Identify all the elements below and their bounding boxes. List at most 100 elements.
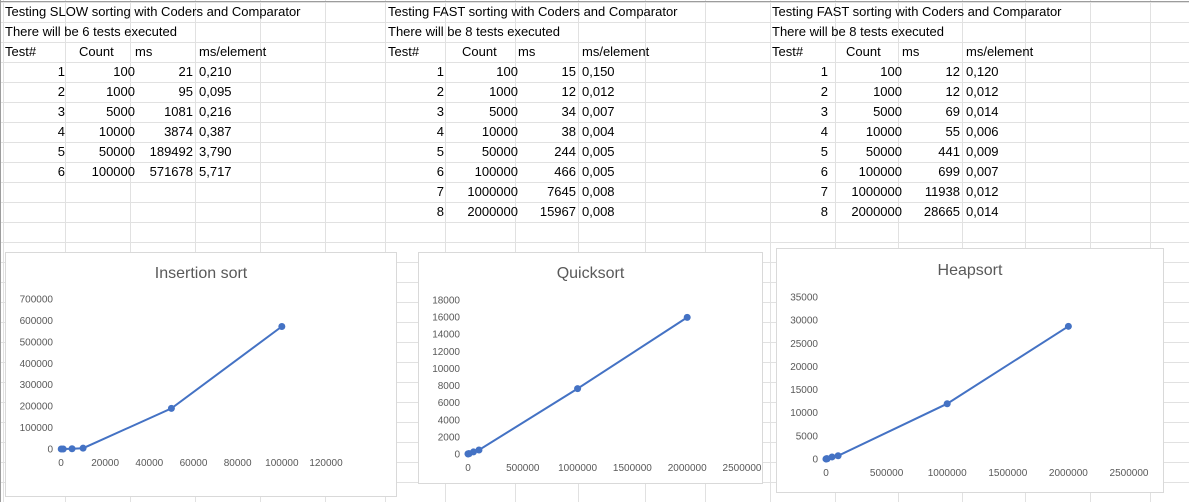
table-cell[interactable]: 0,004	[582, 124, 615, 139]
table-cell[interactable]: 38	[561, 124, 576, 139]
table-cell[interactable]: 3	[57, 104, 65, 119]
table-cell[interactable]: 6	[436, 164, 444, 179]
table-cell[interactable]: 8	[820, 204, 828, 219]
table-cell[interactable]: 5000	[106, 104, 135, 119]
column-header[interactable]: ms	[135, 44, 153, 59]
table-cell[interactable]: 2000000	[467, 204, 518, 219]
chart-0[interactable]: Insertion sort 0 100000 200000 300000 400000 5…	[5, 252, 397, 497]
table-cell[interactable]: 28665	[923, 204, 960, 219]
table-cell[interactable]: 4	[820, 124, 828, 139]
table-cell[interactable]: 2	[820, 84, 828, 99]
table-cell[interactable]: 2000000	[851, 204, 902, 219]
table-cell[interactable]: 571678	[149, 164, 193, 179]
table-cell[interactable]: 7	[436, 184, 444, 199]
table-cell[interactable]: 0,120	[966, 64, 999, 79]
chart-2[interactable]: Heapsort 0 5000 10000 15000 20000 25000 30000 35…	[776, 248, 1164, 493]
column-header[interactable]: Test#	[388, 44, 420, 59]
table-cell[interactable]: 699	[938, 164, 960, 179]
table-cell[interactable]: 0,012	[582, 84, 615, 99]
table-cell[interactable]: 5	[57, 144, 65, 159]
table-cell[interactable]: 466	[554, 164, 576, 179]
table-cell[interactable]: 69	[945, 104, 960, 119]
table-cell[interactable]: 100	[113, 64, 135, 79]
table-cell[interactable]: 0,012	[966, 184, 999, 199]
column-header[interactable]: ms	[518, 44, 536, 59]
table-cell[interactable]: 4	[57, 124, 65, 139]
column-header[interactable]: Count	[79, 44, 114, 59]
table-cell[interactable]: 100000	[91, 164, 135, 179]
table-cell[interactable]: 1000	[489, 84, 518, 99]
table-cell[interactable]: 0,007	[582, 104, 615, 119]
table-cell[interactable]: 2	[57, 84, 65, 99]
table-cell[interactable]: 0,008	[582, 184, 615, 199]
block-subtitle[interactable]: There will be 6 tests executed	[5, 24, 177, 39]
table-cell[interactable]: 0,014	[966, 104, 999, 119]
table-cell[interactable]: 0,008	[582, 204, 615, 219]
table-cell[interactable]: 1081	[164, 104, 193, 119]
table-cell[interactable]: 1000	[106, 84, 135, 99]
table-cell[interactable]: 0,014	[966, 204, 999, 219]
column-header[interactable]: Count	[846, 44, 881, 59]
table-cell[interactable]: 189492	[149, 144, 193, 159]
table-cell[interactable]: 95	[178, 84, 193, 99]
table-cell[interactable]: 15967	[539, 204, 576, 219]
column-header[interactable]: ms/element	[966, 44, 1034, 59]
column-header[interactable]: ms/element	[582, 44, 650, 59]
block-subtitle[interactable]: There will be 8 tests executed	[772, 24, 944, 39]
table-cell[interactable]: 5	[436, 144, 444, 159]
table-cell[interactable]: 0,012	[966, 84, 999, 99]
table-cell[interactable]: 34	[561, 104, 576, 119]
table-cell[interactable]: 5000	[873, 104, 902, 119]
table-cell[interactable]: 7	[820, 184, 828, 199]
table-cell[interactable]: 1	[820, 64, 828, 79]
table-cell[interactable]: 0,007	[966, 164, 999, 179]
table-cell[interactable]: 12	[945, 64, 960, 79]
table-cell[interactable]: 100	[496, 64, 518, 79]
table-cell[interactable]: 6	[57, 164, 65, 179]
table-cell[interactable]: 1000000	[467, 184, 518, 199]
table-cell[interactable]: 2	[436, 84, 444, 99]
table-cell[interactable]: 0,095	[199, 84, 232, 99]
table-cell[interactable]: 1000	[873, 84, 902, 99]
table-cell[interactable]: 0,005	[582, 144, 615, 159]
table-cell[interactable]: 0,387	[199, 124, 232, 139]
column-header[interactable]: Test#	[5, 44, 37, 59]
table-cell[interactable]: 11938	[924, 184, 960, 199]
table-cell[interactable]: 8	[436, 204, 444, 219]
column-header[interactable]: ms/element	[199, 44, 267, 59]
column-header[interactable]: ms	[902, 44, 920, 59]
table-cell[interactable]: 0,216	[199, 104, 232, 119]
table-cell[interactable]: 5,717	[199, 164, 232, 179]
table-cell[interactable]: 6	[820, 164, 828, 179]
table-cell[interactable]: 3874	[164, 124, 193, 139]
table-cell[interactable]: 7645	[547, 184, 576, 199]
table-cell[interactable]: 50000	[865, 144, 902, 159]
table-cell[interactable]: 0,006	[966, 124, 999, 139]
table-cell[interactable]: 55	[945, 124, 960, 139]
table-cell[interactable]: 100000	[858, 164, 902, 179]
table-cell[interactable]: 50000	[98, 144, 135, 159]
table-cell[interactable]: 15	[561, 64, 576, 79]
table-cell[interactable]: 0,005	[582, 164, 615, 179]
table-cell[interactable]: 1000000	[851, 184, 902, 199]
table-cell[interactable]: 3,790	[199, 144, 232, 159]
table-cell[interactable]: 0,210	[199, 64, 232, 79]
table-cell[interactable]: 5	[820, 144, 828, 159]
block-title[interactable]: Testing SLOW sorting with Coders and Com…	[5, 4, 301, 19]
table-cell[interactable]: 3	[820, 104, 828, 119]
table-cell[interactable]: 100000	[474, 164, 518, 179]
column-header[interactable]: Count	[462, 44, 497, 59]
table-cell[interactable]: 10000	[98, 124, 135, 139]
block-title[interactable]: Testing FAST sorting with Coders and Com…	[388, 4, 678, 19]
column-header[interactable]: Test#	[772, 44, 804, 59]
table-cell[interactable]: 0,150	[582, 64, 615, 79]
table-cell[interactable]: 0,009	[966, 144, 999, 159]
table-cell[interactable]: 21	[178, 64, 193, 79]
table-cell[interactable]: 1	[57, 64, 65, 79]
table-cell[interactable]: 441	[938, 144, 960, 159]
table-cell[interactable]: 1	[436, 64, 444, 79]
table-cell[interactable]: 12	[561, 84, 576, 99]
table-cell[interactable]: 10000	[481, 124, 518, 139]
table-cell[interactable]: 100	[880, 64, 902, 79]
table-cell[interactable]: 12	[945, 84, 960, 99]
